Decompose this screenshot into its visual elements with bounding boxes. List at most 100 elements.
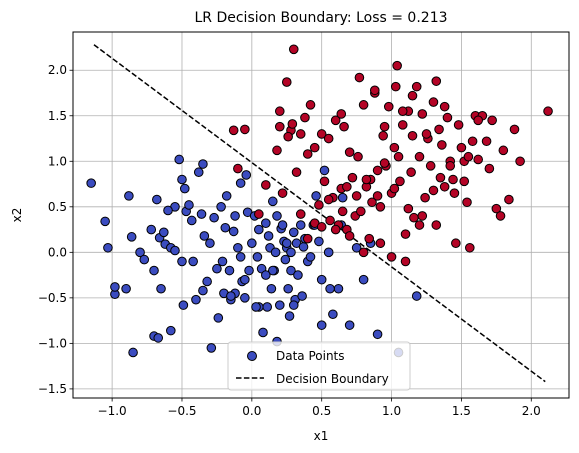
data-point-class-0 bbox=[267, 196, 278, 207]
data-point-class-0 bbox=[205, 238, 215, 249]
data-point-class-0 bbox=[186, 215, 197, 226]
data-point-class-1 bbox=[305, 100, 316, 110]
data-point-class-1 bbox=[451, 238, 461, 249]
data-point-class-1 bbox=[392, 60, 402, 71]
data-point-class-1 bbox=[437, 140, 447, 150]
data-point-class-0 bbox=[258, 327, 268, 338]
data-point-class-0 bbox=[337, 192, 348, 203]
data-point-class-1 bbox=[288, 44, 299, 55]
data-point-class-0 bbox=[244, 265, 254, 276]
data-point-class-0 bbox=[316, 320, 327, 330]
data-point-class-1 bbox=[342, 181, 352, 192]
data-point-class-1 bbox=[495, 211, 506, 221]
x-tick-label: 0.5 bbox=[312, 404, 331, 418]
data-point-class-0 bbox=[166, 325, 176, 336]
data-point-class-0 bbox=[233, 242, 243, 253]
data-point-class-1 bbox=[411, 81, 422, 92]
y-tick-label: 1.5 bbox=[48, 109, 67, 123]
data-point-class-0 bbox=[344, 320, 355, 330]
data-point-class-1 bbox=[459, 176, 470, 187]
data-point-class-0 bbox=[286, 265, 296, 276]
data-point-class-1 bbox=[425, 161, 436, 171]
data-point-class-0 bbox=[216, 202, 226, 212]
data-point-class-0 bbox=[159, 227, 169, 238]
data-point-class-1 bbox=[272, 145, 282, 156]
data-point-class-1 bbox=[386, 252, 397, 262]
data-point-class-1 bbox=[504, 194, 514, 205]
data-point-class-1 bbox=[274, 121, 285, 132]
y-tick-label: −1.0 bbox=[38, 336, 67, 350]
data-point-class-1 bbox=[400, 256, 411, 267]
data-point-class-0 bbox=[226, 291, 236, 301]
data-point-class-0 bbox=[266, 283, 277, 294]
data-point-class-1 bbox=[442, 112, 453, 123]
data-point-class-1 bbox=[309, 142, 320, 153]
data-point-class-0 bbox=[235, 178, 246, 188]
data-point-class-1 bbox=[515, 156, 525, 167]
data-point-class-1 bbox=[233, 163, 243, 174]
data-point-class-0 bbox=[328, 309, 338, 320]
data-point-class-0 bbox=[319, 165, 330, 176]
y-tick-label: 2.0 bbox=[48, 63, 67, 77]
data-point-class-1 bbox=[473, 115, 483, 126]
data-point-class-1 bbox=[543, 106, 553, 117]
data-point-class-1 bbox=[481, 136, 492, 147]
data-point-class-0 bbox=[198, 159, 208, 169]
data-point-class-1 bbox=[389, 183, 400, 194]
data-point-class-1 bbox=[375, 238, 386, 249]
data-point-class-0 bbox=[251, 302, 261, 312]
data-point-class-0 bbox=[199, 231, 210, 241]
data-point-class-0 bbox=[110, 282, 120, 292]
data-point-class-1 bbox=[375, 202, 386, 212]
data-point-class-0 bbox=[252, 252, 263, 262]
data-point-class-1 bbox=[414, 151, 425, 162]
x-tick-label: 1.0 bbox=[382, 404, 401, 418]
data-point-class-1 bbox=[383, 101, 394, 112]
data-point-class-0 bbox=[152, 194, 162, 205]
decision-boundary-line bbox=[93, 44, 546, 383]
data-point-class-1 bbox=[336, 109, 347, 119]
data-point-class-1 bbox=[344, 231, 355, 241]
data-point-class-1 bbox=[509, 124, 520, 135]
data-point-class-1 bbox=[254, 209, 264, 219]
data-point-class-1 bbox=[463, 151, 474, 162]
data-point-class-1 bbox=[484, 163, 495, 174]
data-point-class-1 bbox=[393, 151, 404, 162]
data-point-class-0 bbox=[177, 256, 187, 267]
data-point-class-1 bbox=[389, 142, 400, 153]
data-point-class-1 bbox=[428, 185, 439, 196]
data-point-class-0 bbox=[206, 343, 217, 353]
data-point-class-1 bbox=[369, 85, 380, 96]
data-point-class-1 bbox=[409, 212, 419, 223]
data-point-class-0 bbox=[314, 236, 324, 247]
data-point-class-0 bbox=[358, 274, 369, 285]
y-tick-label: −0.5 bbox=[38, 291, 67, 305]
data-point-class-0 bbox=[178, 300, 189, 310]
y-tick-label: 0.5 bbox=[48, 200, 67, 214]
data-point-class-0 bbox=[228, 226, 239, 237]
legend-marker-data-points bbox=[247, 351, 257, 361]
data-point-class-1 bbox=[462, 197, 472, 208]
data-point-class-1 bbox=[417, 211, 428, 221]
chart-title: LR Decision Boundary: Loss = 0.213 bbox=[194, 10, 447, 26]
data-point-class-0 bbox=[217, 256, 228, 267]
data-point-class-0 bbox=[325, 283, 335, 294]
data-point-class-0 bbox=[153, 333, 164, 343]
data-point-class-1 bbox=[274, 106, 285, 117]
data-point-class-0 bbox=[286, 247, 296, 258]
data-point-class-1 bbox=[302, 149, 313, 159]
data-point-class-1 bbox=[302, 233, 313, 244]
axis-ticks: −1.0 −0.5 0.0 0.5 1.0 1.5 2.0 −1.5 −1.0 −0.5 0.0 0.… bbox=[38, 63, 541, 418]
data-point-class-0 bbox=[411, 291, 422, 301]
data-point-class-0 bbox=[198, 285, 208, 296]
data-point-class-0 bbox=[247, 238, 257, 249]
data-point-class-0 bbox=[298, 242, 309, 252]
data-point-class-1 bbox=[283, 131, 293, 142]
data-point-class-1 bbox=[372, 191, 383, 201]
data-point-class-1 bbox=[406, 167, 416, 178]
data-point-class-1 bbox=[379, 121, 390, 132]
data-point-class-0 bbox=[274, 300, 285, 310]
data-point-class-1 bbox=[397, 120, 408, 130]
data-point-class-0 bbox=[121, 283, 131, 294]
